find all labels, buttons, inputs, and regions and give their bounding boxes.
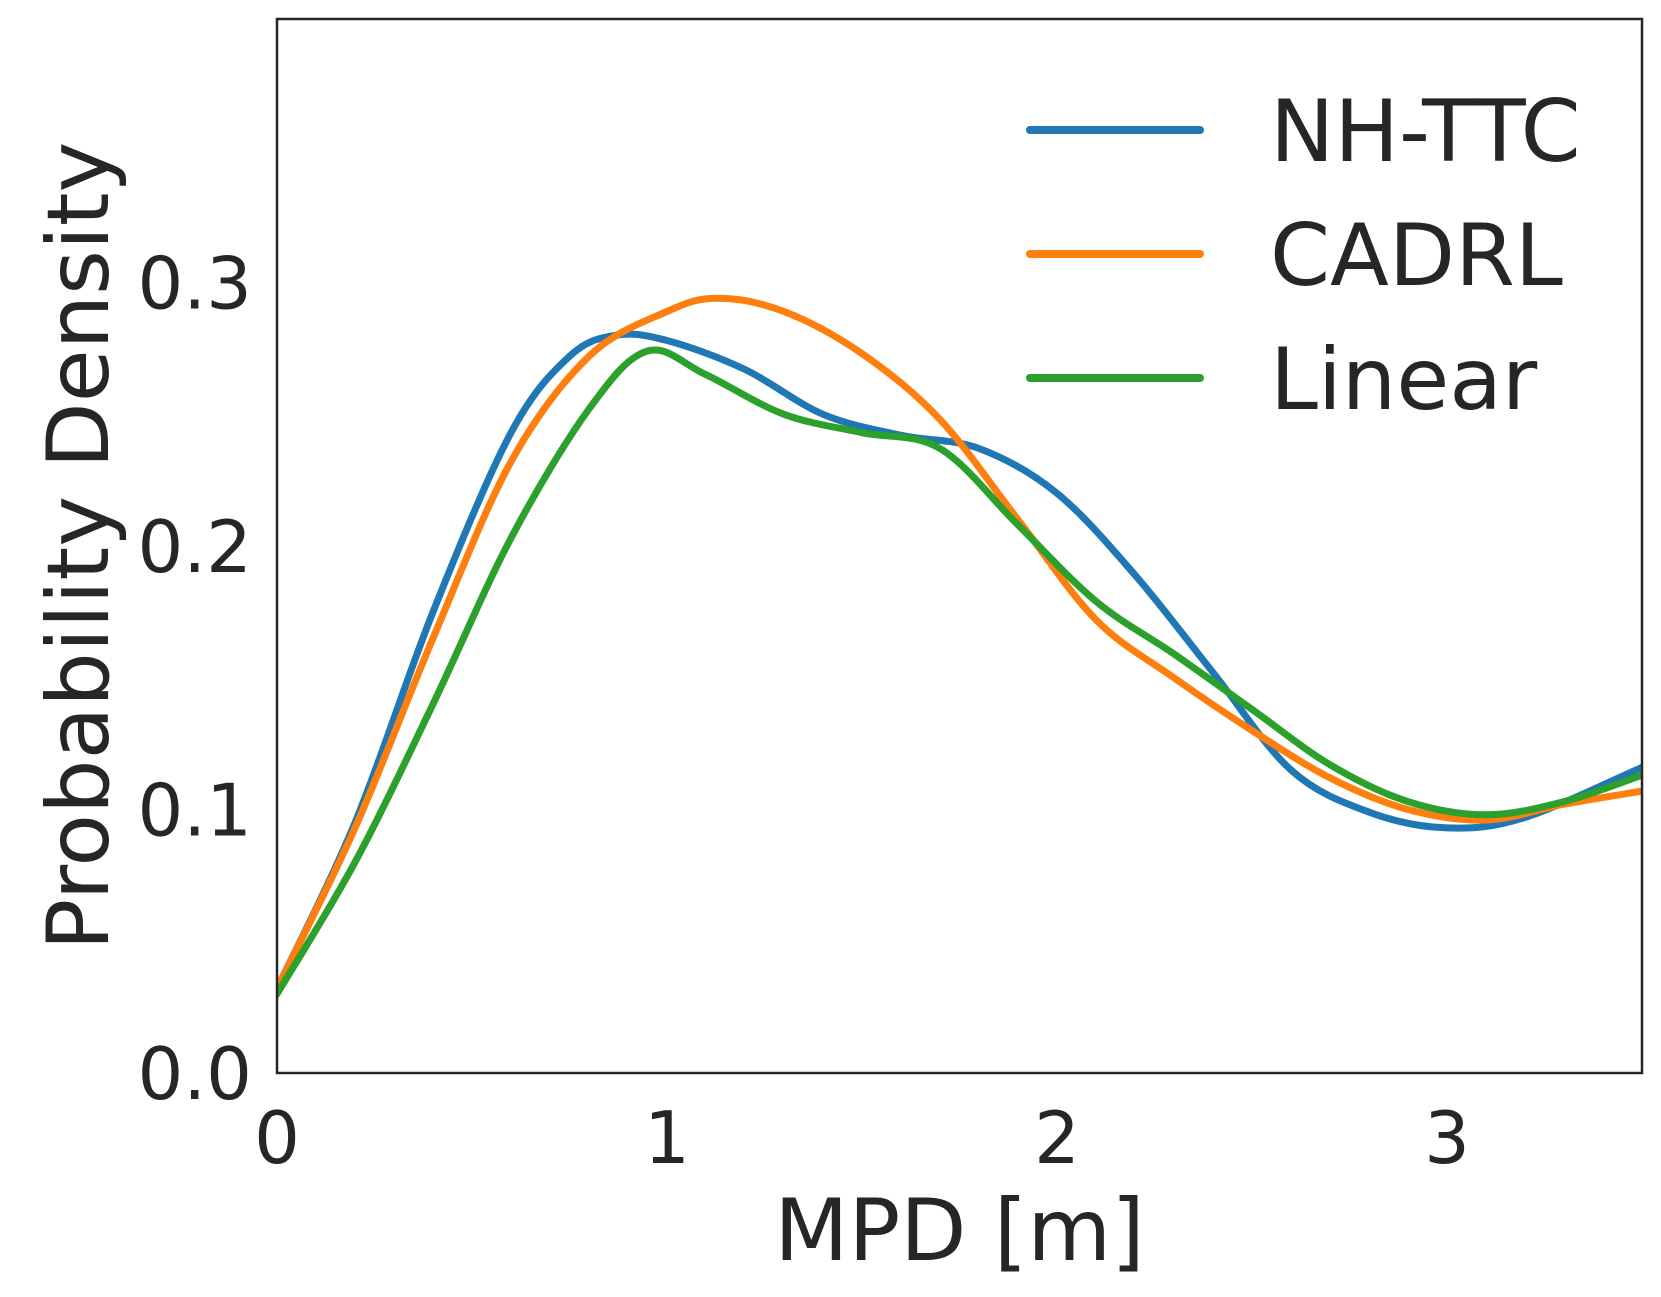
- legend: NH-TTC CADRL Linear: [1026, 82, 1581, 430]
- series-lines: [277, 294, 1642, 998]
- plot-frame: [275, 17, 1644, 1075]
- legend-label-nh-ttc: NH-TTC: [1270, 82, 1581, 182]
- legend-label-cadrl: CADRL: [1270, 206, 1563, 306]
- y-tick-label: 0.3: [137, 242, 252, 326]
- legend-label-linear: Linear: [1270, 330, 1538, 430]
- x-tick-label: 0: [254, 1096, 300, 1180]
- y-axis-label: Probability Density: [29, 142, 129, 951]
- y-tick-label: 0.2: [137, 505, 252, 589]
- x-tick-labels: 0 1 2 3: [254, 1096, 1470, 1180]
- series-line-linear: [277, 346, 1642, 998]
- series-line-cadrl: [277, 294, 1642, 993]
- y-tick-label: 0.0: [137, 1032, 252, 1116]
- x-axis-label: MPD [m]: [774, 1181, 1145, 1281]
- x-tick-label: 3: [1424, 1096, 1470, 1180]
- y-tick-labels: 0.0 0.1 0.2 0.3: [137, 242, 252, 1117]
- y-tick-label: 0.1: [137, 769, 252, 853]
- x-tick-label: 1: [644, 1096, 690, 1180]
- x-tick-label: 2: [1034, 1096, 1080, 1180]
